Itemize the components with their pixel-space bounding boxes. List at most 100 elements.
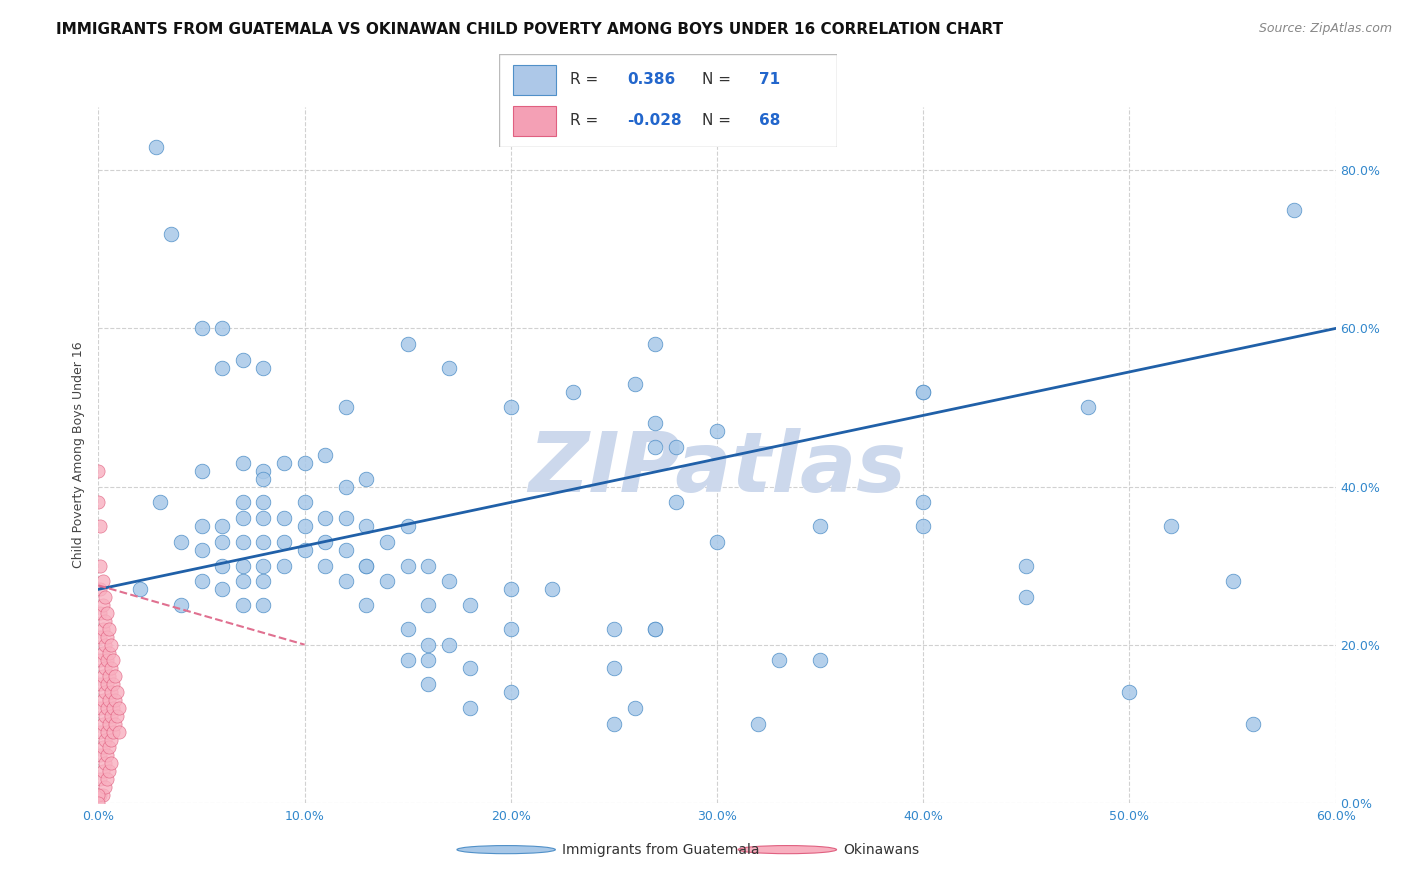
Point [561,384,583,399]
Text: Immigrants from Guatemala: Immigrants from Guatemala [562,843,759,856]
Point [418,598,440,612]
Point [912,495,935,509]
Point [97,646,120,660]
Point [665,440,688,454]
Point [100,685,122,699]
Point [273,534,295,549]
Point [396,558,419,573]
Point [644,622,666,636]
Point [91,788,114,802]
Point [232,574,254,589]
Text: -0.028: -0.028 [627,113,682,128]
Point [93,780,115,794]
Point [87,464,110,478]
Point [499,622,522,636]
Point [273,456,295,470]
Point [91,622,114,636]
Point [149,495,172,509]
Point [541,582,564,597]
Point [89,582,111,597]
Point [97,693,120,707]
Point [232,511,254,525]
Point [211,558,233,573]
Point [89,677,111,691]
Point [644,417,666,431]
Point [170,598,193,612]
Text: IMMIGRANTS FROM GUATEMALA VS OKINAWAN CHILD POVERTY AMONG BOYS UNDER 16 CORRELAT: IMMIGRANTS FROM GUATEMALA VS OKINAWAN CH… [56,22,1004,37]
Point [211,534,233,549]
Point [100,708,122,723]
Point [145,139,167,153]
Point [232,558,254,573]
Point [458,661,481,675]
Point [356,558,378,573]
Point [190,519,212,533]
Point [100,661,122,675]
Point [170,534,193,549]
Point [105,685,128,699]
Point [603,661,626,675]
Point [232,598,254,612]
Point [93,732,115,747]
Point [1015,591,1038,605]
Point [93,756,115,771]
Point [1160,519,1182,533]
Point [252,464,274,478]
Point [314,448,336,462]
Point [808,653,831,667]
Text: Source: ZipAtlas.com: Source: ZipAtlas.com [1258,22,1392,36]
Point [97,669,120,683]
Point [101,701,124,715]
Point [89,772,111,786]
Bar [513,65,557,95]
Point [108,701,131,715]
Y-axis label: Child Poverty Among Boys Under 16: Child Poverty Among Boys Under 16 [72,342,86,568]
Point [104,716,127,731]
Point [603,622,626,636]
Point [89,606,111,620]
Point [97,764,120,779]
Point [96,677,118,691]
Point [706,534,728,549]
Point [665,495,688,509]
Point [89,701,111,715]
Point [108,724,131,739]
Point [211,519,233,533]
Point [458,598,481,612]
Text: 68: 68 [759,113,780,128]
Point [499,401,522,415]
Point [91,740,114,755]
Text: 0.386: 0.386 [627,72,676,87]
Point [375,574,398,589]
Point [87,495,110,509]
Point [1015,558,1038,573]
Point [101,724,124,739]
Point [437,638,460,652]
Point [96,606,118,620]
Point [91,669,114,683]
Point [314,511,336,525]
Point [91,598,114,612]
Point [418,653,440,667]
Point [100,638,122,652]
Point [912,519,935,533]
Point [294,495,316,509]
Point [87,796,110,810]
Text: R =: R = [569,113,603,128]
Point [396,519,419,533]
Point [159,227,181,241]
Point [375,534,398,549]
Text: R =: R = [569,72,603,87]
Point [97,716,120,731]
Point [96,630,118,644]
Point [294,456,316,470]
Point [1222,574,1244,589]
Point [356,472,378,486]
Point [100,732,122,747]
Point [252,495,274,509]
Point [93,685,115,699]
Text: Okinawans: Okinawans [844,843,920,856]
Circle shape [738,846,837,854]
Point [89,653,111,667]
Bar [513,106,557,136]
